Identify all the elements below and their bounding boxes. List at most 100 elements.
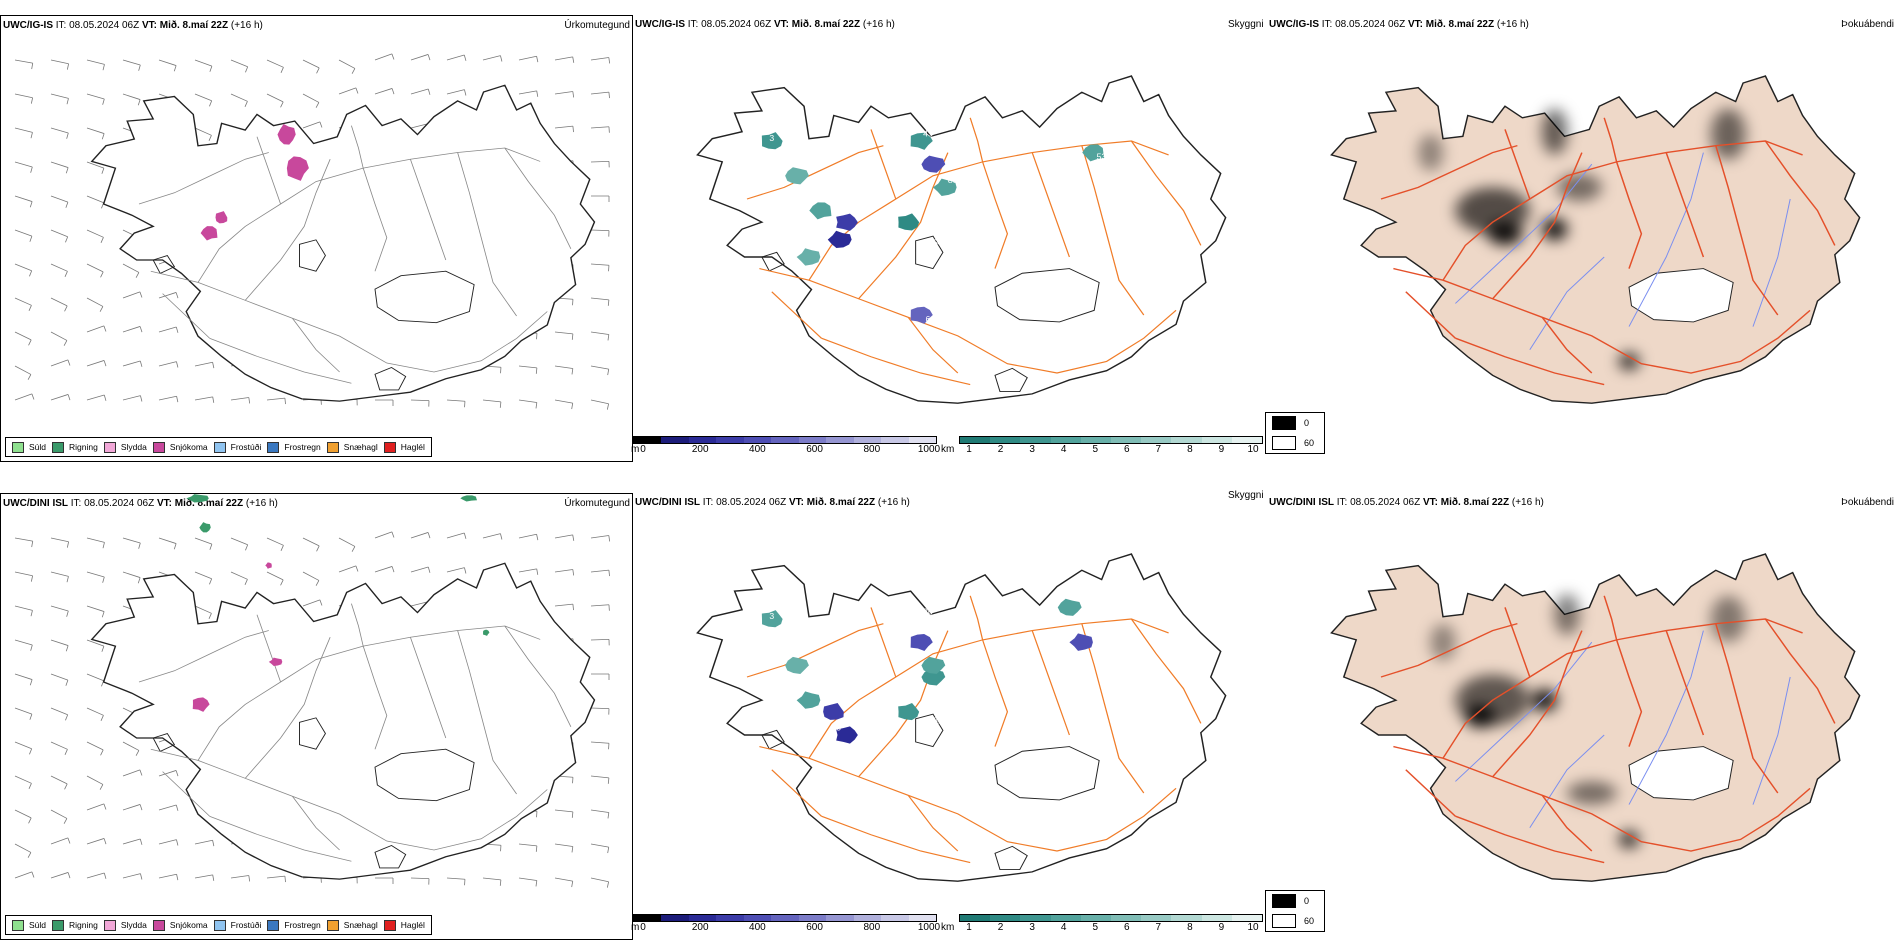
- colorbar-tick: 1000: [917, 922, 941, 933]
- glacier-outline: [299, 717, 326, 750]
- glacier-outline: [374, 845, 407, 869]
- wind-barb-feather: [608, 570, 610, 577]
- wind-barb-feather: [571, 811, 574, 818]
- colorbar-bin: [1171, 437, 1202, 443]
- precip-legend: Súld Rigning Slydda Snjókoma Frostúði Frostre…: [5, 437, 432, 457]
- wind-barb: [554, 809, 573, 813]
- wind-barb: [302, 59, 320, 69]
- vt-value: Mið. 8.maí 22Z: [1425, 19, 1495, 30]
- wind-barb: [122, 537, 141, 544]
- wind-barb-feather: [607, 812, 610, 819]
- wind-barb: [410, 399, 430, 402]
- wind-barb-feather: [103, 803, 107, 810]
- wind-barb-feather: [571, 333, 574, 340]
- wind-barb-feather: [64, 271, 68, 277]
- wind-barb-feather: [355, 87, 359, 94]
- wind-barb-feather: [31, 871, 35, 878]
- low-visibility-area: [761, 132, 783, 150]
- wind-barb: [554, 399, 573, 404]
- ceiling-value-label: 31: [933, 716, 943, 726]
- iceland-land: [1330, 75, 1861, 404]
- wind-barb-feather: [607, 847, 610, 854]
- wind-barb-feather: [248, 875, 251, 882]
- wind-barb-feather: [27, 852, 32, 858]
- wind-barb: [158, 361, 177, 367]
- colorbar-strip: [959, 436, 1263, 444]
- fog-area: [1487, 222, 1523, 246]
- wind-barb-feather: [536, 534, 539, 541]
- ceiling-value-label: 3: [769, 133, 774, 143]
- wind-barb: [122, 571, 141, 578]
- wind-barb: [158, 770, 177, 777]
- wind-barb-feather: [208, 135, 212, 141]
- colorbar-bin: [634, 915, 662, 921]
- wind-barb-feather: [28, 305, 32, 311]
- wind-barb-feather: [571, 368, 574, 375]
- wind-barb: [410, 566, 429, 573]
- wind-barb-feather: [535, 367, 538, 374]
- glacier-outline: [915, 235, 944, 270]
- wind-barb: [230, 571, 248, 580]
- glacier-outline: [994, 746, 1100, 801]
- iceland-coastline: [90, 84, 596, 402]
- colorbar-bin: [716, 437, 744, 443]
- wind-barb-feather: [244, 101, 248, 107]
- ceiling-colorbar: 0 200 400 600 800 1000 m: [631, 914, 941, 933]
- wind-barb-feather: [606, 403, 609, 410]
- wind-barb-feather: [135, 750, 140, 756]
- wind-barb-feather: [29, 270, 33, 277]
- legend-label: Haglél: [400, 442, 425, 452]
- wind-barb: [50, 605, 69, 612]
- wind-barb-feather: [319, 599, 323, 606]
- wind-barb-feather: [535, 402, 538, 409]
- colorbar-bin: [908, 915, 936, 921]
- colorbar-bin: [634, 437, 662, 443]
- colorbar-bin: [853, 915, 882, 921]
- wind-barb-feather: [499, 879, 502, 886]
- wind-barb: [338, 87, 357, 95]
- vt-label: VT:: [156, 498, 172, 509]
- fog-legend-value: 60: [1304, 438, 1315, 448]
- rain-area: [186, 494, 209, 503]
- wind-barb-feather: [607, 334, 610, 341]
- glacier-outline: [994, 845, 1028, 871]
- wind-barb: [50, 639, 69, 646]
- fog-legend-swatch: [1272, 416, 1296, 430]
- wind-barb: [554, 877, 573, 882]
- wind-barb: [14, 605, 33, 611]
- wind-barb: [482, 877, 501, 881]
- wind-barb-feather: [139, 769, 143, 776]
- wind-barb: [158, 839, 177, 845]
- vt-label: VT:: [788, 497, 804, 508]
- colorbar-bin: [1050, 437, 1081, 443]
- wind-barb: [50, 741, 68, 750]
- fog-index-panel-bottom: UWC/DINI ISL IT: 08.05.2024 06Z VT: Mið.…: [1267, 493, 1900, 940]
- iceland-coastline: [90, 562, 596, 880]
- glacier-outline: [152, 732, 176, 753]
- ceiling-value-label: 3: [769, 611, 774, 621]
- vt-value: Mið. 8.maí 22Z: [1440, 497, 1510, 508]
- wind-barb: [86, 394, 105, 401]
- colorbar-bin: [1020, 915, 1051, 921]
- wind-barb-feather: [30, 132, 33, 139]
- ceiling-value-label: 74: [926, 792, 936, 802]
- wind-barb-feather: [138, 542, 141, 549]
- wind-barb: [86, 775, 104, 785]
- wind-barb: [86, 639, 105, 647]
- colorbar-bin: [881, 437, 909, 443]
- panel-header: UWC/DINI ISL IT: 08.05.2024 06Z VT: Mið.…: [3, 498, 278, 509]
- wind-barb: [14, 843, 32, 853]
- wind-barb-feather: [391, 53, 395, 60]
- colorbar-strip: [633, 914, 937, 922]
- fog-legend-swatch: [1272, 914, 1296, 928]
- colorbar-tick: 8: [1187, 922, 1193, 933]
- wind-barb: [374, 53, 393, 61]
- wind-barb: [86, 605, 105, 612]
- ceiling-value-label: 26: [923, 607, 933, 617]
- visibility-map: 3 13 182 43 31 26 55 43 55 74: [696, 553, 1227, 882]
- wind-barb: [50, 707, 68, 716]
- it-label: IT:: [687, 19, 699, 30]
- wind-barb: [122, 873, 141, 879]
- low-visibility-area: [827, 230, 852, 249]
- wind-barb: [122, 741, 140, 751]
